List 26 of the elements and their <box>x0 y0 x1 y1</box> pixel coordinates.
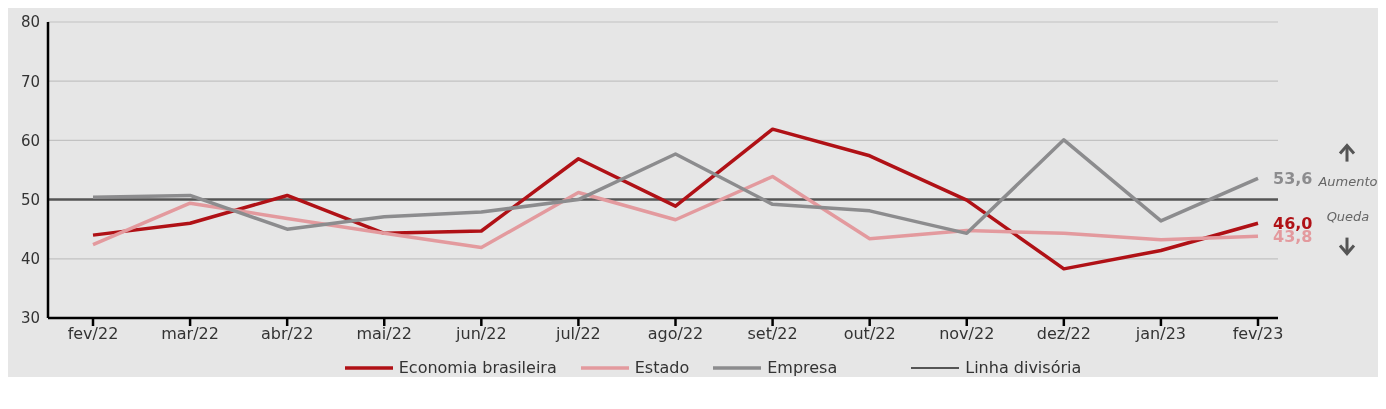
y-tick-label: 40 <box>20 250 40 269</box>
x-tick-label: mar/22 <box>161 324 219 344</box>
legend-label: Linha divisória <box>965 358 1082 377</box>
y-tick-label: 70 <box>20 72 40 91</box>
x-tick-label: jul/22 <box>555 324 601 344</box>
legend-label: Estado <box>634 358 690 377</box>
x-tick-label: out/22 <box>843 324 896 344</box>
legend-label: Economia brasileira <box>398 358 557 377</box>
x-tick-label: jan/23 <box>1134 324 1186 344</box>
legend-label: Empresa <box>767 358 838 377</box>
x-tick-label: ago/22 <box>647 324 704 344</box>
text: Queda <box>1326 208 1370 224</box>
y-tick-label: 50 <box>20 190 40 209</box>
x-tick-label: fev/22 <box>67 324 119 344</box>
x-tick-label: fev/23 <box>1232 324 1284 344</box>
x-tick-label: dez/22 <box>1036 324 1091 344</box>
x-tick-label: mai/22 <box>356 324 413 344</box>
x-tick-label: set/22 <box>747 324 798 344</box>
x-tick-label: nov/22 <box>939 324 995 344</box>
y-tick-label: 80 <box>20 13 40 32</box>
x-tick-label: jun/22 <box>455 324 507 344</box>
y-tick-label: 30 <box>20 309 40 328</box>
data-label: 53,6 <box>1273 169 1313 189</box>
y-tick-label: 60 <box>20 131 40 150</box>
text: Aumento <box>1317 173 1378 189</box>
x-tick-label: abr/22 <box>261 324 314 344</box>
